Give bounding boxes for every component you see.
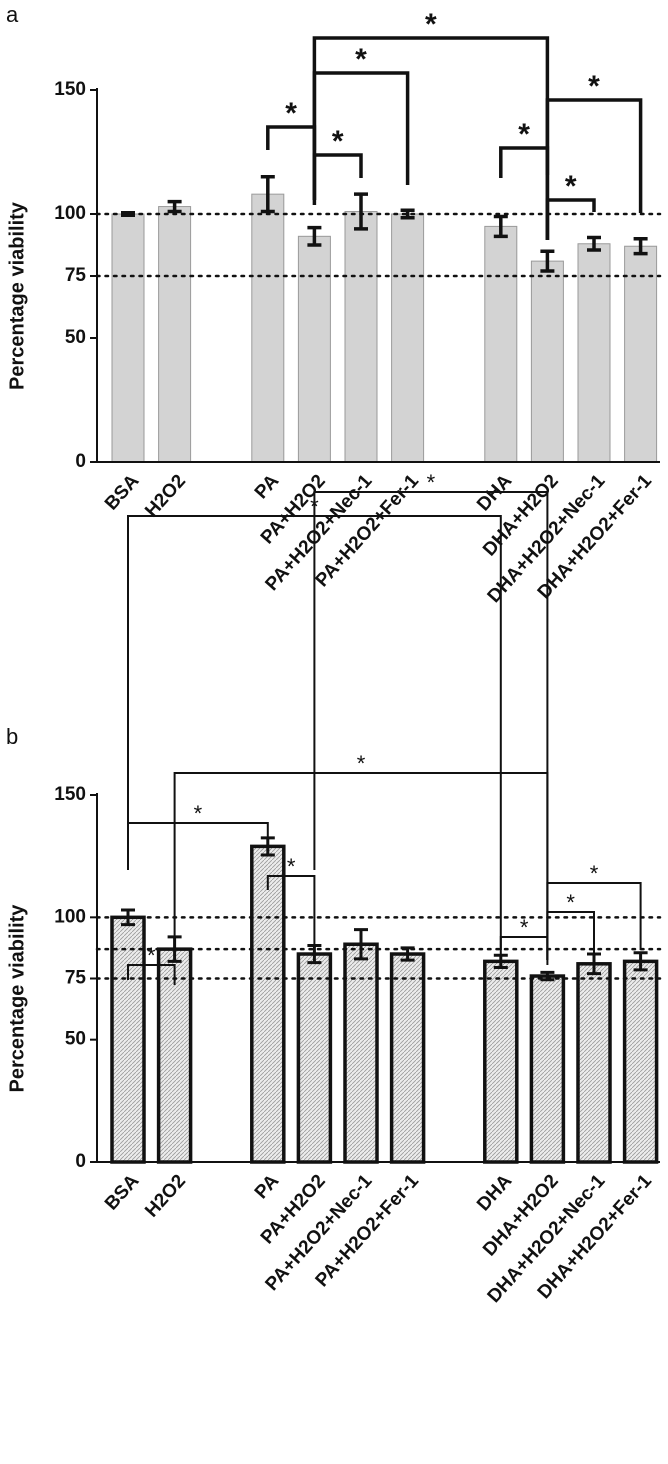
significance-bracket [313, 491, 549, 960]
x-tick-label: H2O2 [141, 471, 190, 522]
bar [483, 959, 519, 1164]
significance-label: * [518, 118, 530, 151]
significance-bracket [127, 964, 176, 985]
significance-label: * [355, 43, 367, 76]
error-bar [493, 953, 508, 969]
y-tick-label: 0 [75, 1151, 86, 1172]
bar [484, 225, 518, 463]
x-tick-label: BSA [101, 1170, 144, 1214]
significance-bracket [127, 515, 502, 950]
error-bar [121, 211, 135, 217]
significance-label: * [427, 470, 436, 495]
significance-label: * [425, 8, 437, 41]
y-tick-label: 150 [54, 79, 86, 100]
bar [529, 974, 566, 1164]
y-tick-label: 75 [65, 265, 87, 286]
y-axis-label: Percentage viability [6, 201, 28, 390]
error-bar [354, 928, 368, 961]
error-bar [587, 235, 601, 252]
bar [577, 243, 611, 463]
panel-label: a [6, 2, 19, 27]
bar [110, 915, 146, 1164]
bar [251, 193, 285, 463]
significance-bracket [546, 882, 642, 960]
y-tick-label: 50 [65, 1029, 86, 1050]
error-bar [400, 208, 415, 220]
y-tick-label: 50 [65, 327, 86, 348]
x-tick-label: DHA [473, 1170, 516, 1215]
bar [111, 213, 145, 463]
y-tick-label: 100 [54, 906, 86, 927]
significance-label: * [285, 97, 297, 130]
y-tick-label: 0 [75, 451, 86, 472]
significance-label: * [332, 125, 344, 158]
y-axis-label: Percentage viability [6, 904, 28, 1093]
significance-label: * [310, 494, 319, 519]
significance-bracket [545, 98, 643, 240]
x-tick-label: PA [251, 1170, 284, 1203]
error-bar [121, 908, 135, 927]
bar [343, 942, 379, 1164]
x-tick-label: H2O2 [141, 1171, 190, 1222]
y-tick-label: 75 [65, 968, 87, 989]
significance-label: * [590, 861, 599, 886]
x-tick-label: BSA [101, 470, 144, 514]
significance-bracket [499, 146, 550, 178]
significance-bracket [312, 71, 410, 205]
bar [296, 952, 333, 1164]
significance-label: * [147, 943, 156, 968]
error-bar [633, 951, 648, 972]
significance-bracket [312, 36, 550, 240]
significance-bracket [266, 875, 316, 950]
bar [250, 844, 286, 1164]
significance-label: * [566, 890, 575, 915]
bar [344, 211, 378, 463]
bar [389, 952, 426, 1164]
panel-label: b [6, 724, 18, 749]
significance-label: * [520, 915, 529, 940]
significance-label: * [357, 751, 366, 776]
significance-bracket [266, 125, 317, 150]
bar [624, 245, 658, 463]
error-bar [633, 237, 648, 256]
y-tick-label: 100 [54, 203, 86, 224]
error-bar [260, 175, 275, 214]
x-tick-label: PA [251, 470, 284, 503]
bar [297, 235, 331, 463]
error-bar [540, 249, 555, 273]
error-bar [493, 214, 508, 239]
significance-label: * [287, 854, 296, 879]
error-bar [167, 199, 182, 214]
bar [391, 213, 425, 463]
significance-label: * [194, 801, 203, 826]
bar [158, 206, 192, 463]
error-bar [540, 970, 555, 982]
error-bar [400, 946, 415, 962]
bar [576, 962, 612, 1164]
y-tick-label: 150 [54, 784, 86, 805]
bar [530, 260, 564, 463]
error-bar [307, 225, 322, 247]
significance-label: * [588, 70, 600, 103]
significance-bracket [545, 198, 596, 240]
bar [622, 959, 659, 1164]
significance-label: * [565, 170, 577, 203]
error-bar [354, 192, 368, 231]
